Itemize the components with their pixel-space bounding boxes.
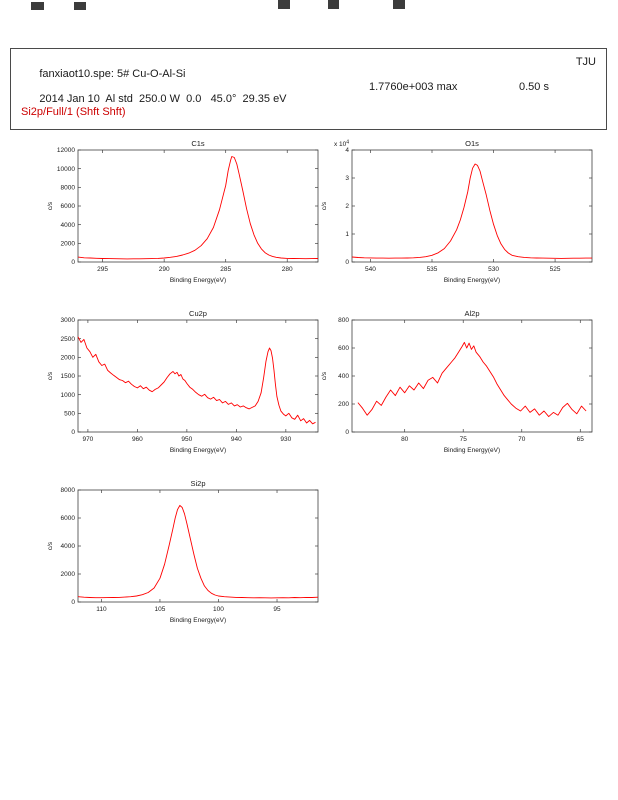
- svg-text:c/s: c/s: [321, 201, 328, 210]
- svg-text:960: 960: [132, 436, 143, 443]
- chart-c1s: C1s 295 290 285 280 0 2000 4000 6000 8000 10000 120…: [38, 137, 333, 287]
- svg-text:c/s: c/s: [47, 201, 54, 210]
- svg-text:8000: 8000: [61, 185, 76, 192]
- spectrum-plot-C1s: C1s 295 290 285 280 0 2000 4000 6000 8000 10000 120…: [47, 139, 319, 284]
- svg-text:c/s: c/s: [47, 371, 54, 380]
- svg-text:110: 110: [96, 606, 107, 613]
- svg-text:Binding Energy(eV): Binding Energy(eV): [444, 447, 500, 454]
- svg-text:600: 600: [338, 345, 349, 352]
- svg-text:4000: 4000: [61, 543, 76, 550]
- svg-text:500: 500: [64, 411, 75, 418]
- svg-text:c/s: c/s: [47, 541, 54, 550]
- svg-text:105: 105: [155, 606, 166, 613]
- svg-text:970: 970: [82, 436, 93, 443]
- svg-text:2: 2: [345, 203, 349, 210]
- svg-text:280: 280: [282, 266, 293, 273]
- chart-si2p: Si2p 110 105 100 95 0 2000 4000 6000 8000 Binding …: [38, 477, 333, 627]
- svg-text:950: 950: [181, 436, 192, 443]
- svg-text:0: 0: [71, 259, 75, 266]
- chart-al2p: Al2p 80 75 70 65 0 200 400 600 800 Binding Energy(…: [312, 307, 607, 457]
- svg-text:525: 525: [550, 266, 561, 273]
- svg-text:295: 295: [97, 266, 108, 273]
- svg-text:100: 100: [213, 606, 224, 613]
- svg-text:535: 535: [427, 266, 438, 273]
- minimized-window-icon: [328, 0, 339, 9]
- svg-text:Binding Energy(eV): Binding Energy(eV): [170, 617, 226, 624]
- file-title: fanxiaot10.spe: 5# Cu-O-Al-Si: [39, 68, 186, 80]
- svg-text:6000: 6000: [61, 515, 76, 522]
- spectrum-plot-Al2p: Al2p 80 75 70 65 0 200 400 600 800 Binding Energy(…: [321, 309, 593, 454]
- svg-text:75: 75: [460, 436, 468, 443]
- svg-text:70: 70: [518, 436, 526, 443]
- svg-text:930: 930: [280, 436, 291, 443]
- svg-text:C1s: C1s: [191, 139, 205, 148]
- svg-text:c/s: c/s: [321, 371, 328, 380]
- svg-text:530: 530: [488, 266, 499, 273]
- svg-text:3: 3: [345, 175, 349, 182]
- svg-text:Binding Energy(eV): Binding Energy(eV): [170, 447, 226, 454]
- minimized-window-icon: [278, 0, 290, 9]
- svg-text:0: 0: [71, 599, 75, 606]
- minimized-window-icon: [74, 2, 86, 10]
- svg-text:1000: 1000: [61, 392, 76, 399]
- svg-text:Al2p: Al2p: [464, 309, 479, 318]
- svg-text:95: 95: [273, 606, 281, 613]
- svg-text:8000: 8000: [61, 487, 76, 494]
- svg-text:4: 4: [345, 147, 349, 154]
- svg-text:Cu2p: Cu2p: [189, 309, 207, 318]
- chart-o1s: O1s 540 535 530 525 0 1 2 3 4 Binding Energy(eV) c/…: [312, 137, 607, 287]
- svg-text:540: 540: [365, 266, 376, 273]
- svg-text:0: 0: [345, 259, 349, 266]
- svg-text:12000: 12000: [57, 147, 75, 154]
- svg-text:Binding Energy(eV): Binding Energy(eV): [444, 277, 500, 284]
- svg-text:3000: 3000: [61, 317, 76, 324]
- org-label: TJU: [575, 56, 596, 68]
- svg-text:65: 65: [577, 436, 585, 443]
- svg-text:1: 1: [345, 231, 349, 238]
- spectrum-plot-Cu2p: Cu2p 970 960 950 940 930 0 500 1000 1500 2000 2500 3…: [47, 309, 319, 454]
- minimized-window-icon: [31, 2, 44, 10]
- svg-text:Si2p: Si2p: [190, 479, 205, 488]
- svg-text:800: 800: [338, 317, 349, 324]
- acquisition-params: 2014 Jan 10 Al std 250.0 W 0.0 45.0° 29.…: [39, 93, 287, 105]
- acquisition-info-header: fanxiaot10.spe: 5# Cu-O-Al-Si TJU 2014 J…: [10, 48, 607, 130]
- svg-text:x 104: x 104: [334, 140, 349, 149]
- chart-cu2p: Cu2p 970 960 950 940 930 0 500 1000 1500 2000 2500 3…: [38, 307, 333, 457]
- svg-text:400: 400: [338, 373, 349, 380]
- svg-text:2000: 2000: [61, 571, 76, 578]
- svg-text:2000: 2000: [61, 241, 76, 248]
- svg-text:290: 290: [159, 266, 170, 273]
- minimized-window-icon: [393, 0, 405, 9]
- svg-text:1500: 1500: [61, 373, 76, 380]
- svg-text:200: 200: [338, 401, 349, 408]
- file-info-line: fanxiaot10.spe: 5# Cu-O-Al-Si TJU: [21, 56, 596, 104]
- svg-text:2500: 2500: [61, 336, 76, 343]
- svg-text:285: 285: [220, 266, 231, 273]
- max-counts-label: 1.7760e+003 max: [369, 81, 458, 93]
- acquisition-params-line: 2014 Jan 10 Al std 250.0 W 0.0 45.0° 29.…: [21, 81, 596, 141]
- spectrum-plot-O1s: O1s 540 535 530 525 0 1 2 3 4 Binding Energy(eV) c/…: [321, 139, 593, 284]
- spectrum-plot-Si2p: Si2p 110 105 100 95 0 2000 4000 6000 8000 Binding …: [47, 479, 319, 624]
- svg-text:0: 0: [71, 429, 75, 436]
- svg-text:O1s: O1s: [465, 139, 479, 148]
- dwell-time-label: 0.50 s: [519, 81, 549, 93]
- svg-text:2000: 2000: [61, 355, 76, 362]
- region-label: Si2p/Full/1 (Shft Shft): [21, 106, 126, 118]
- svg-text:4000: 4000: [61, 222, 76, 229]
- svg-text:Binding Energy(eV): Binding Energy(eV): [170, 277, 226, 284]
- svg-text:80: 80: [401, 436, 409, 443]
- svg-text:0: 0: [345, 429, 349, 436]
- svg-text:940: 940: [231, 436, 242, 443]
- svg-text:6000: 6000: [61, 203, 76, 210]
- svg-text:10000: 10000: [57, 166, 75, 173]
